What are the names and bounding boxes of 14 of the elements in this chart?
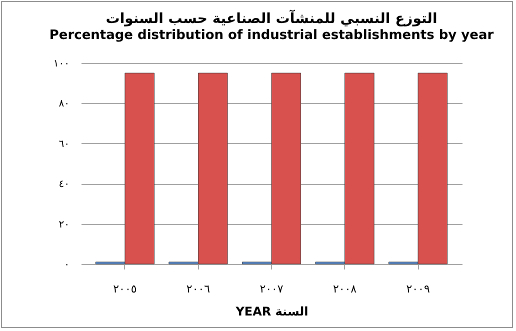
x-tick-label: ٢٠٠٨: [332, 282, 357, 296]
x-tick-label: ٢٠٠٥: [113, 282, 137, 296]
y-tick-label: ٢٠: [58, 219, 70, 230]
y-tick-label: ٦٠: [58, 138, 70, 150]
x-tick-label: ٢٠٠٩: [406, 282, 430, 296]
y-tick-label: ٤٠: [58, 179, 70, 190]
y-tick-label: ٨٠: [58, 98, 70, 110]
y-tick-label: ١٠٠: [53, 58, 70, 70]
chart-subtitle: Percentage distribution of industrial establishments by year: [49, 28, 494, 43]
chart-title: التوزع النسبي للمنشآت الصناعية حسب السنوات: [106, 9, 438, 27]
x-tick-label: ٢٠٠٦: [186, 282, 210, 296]
y-tick-label: ٠: [64, 260, 70, 270]
x-tick-label: ٢٠٠٧: [260, 282, 284, 296]
x-axis-title: YEAR السنة: [234, 304, 308, 318]
